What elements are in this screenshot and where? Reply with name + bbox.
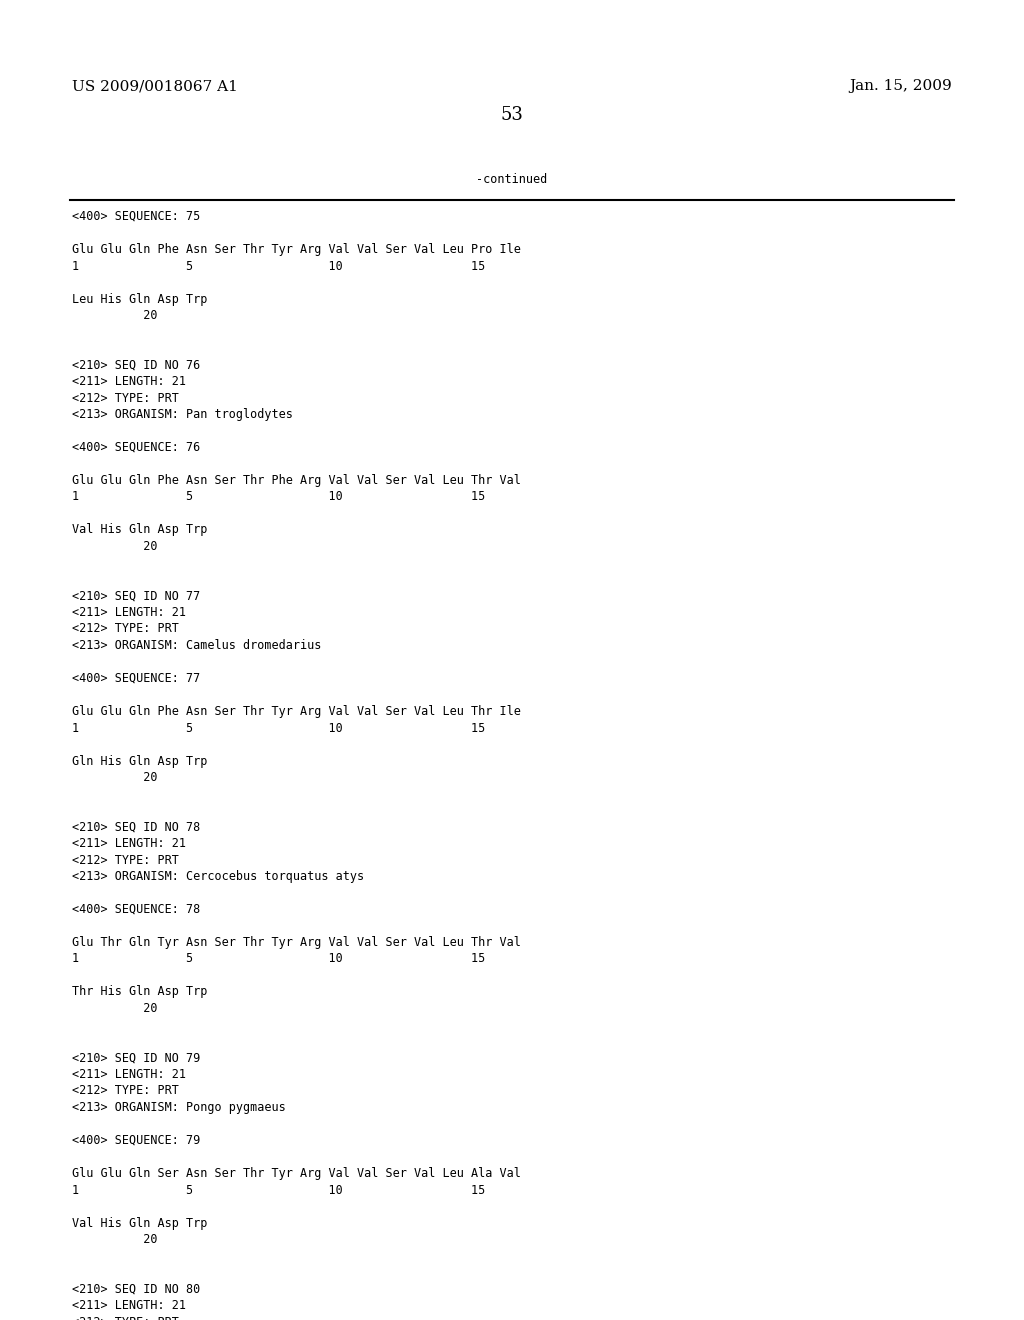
Text: <210> SEQ ID NO 78: <210> SEQ ID NO 78	[72, 821, 201, 833]
Text: Glu Glu Gln Ser Asn Ser Thr Tyr Arg Val Val Ser Val Leu Ala Val: Glu Glu Gln Ser Asn Ser Thr Tyr Arg Val …	[72, 1167, 521, 1180]
Text: Glu Glu Gln Phe Asn Ser Thr Tyr Arg Val Val Ser Val Leu Thr Ile: Glu Glu Gln Phe Asn Ser Thr Tyr Arg Val …	[72, 705, 521, 718]
Text: <400> SEQUENCE: 79: <400> SEQUENCE: 79	[72, 1134, 201, 1147]
Text: 20: 20	[72, 771, 158, 784]
Text: <400> SEQUENCE: 77: <400> SEQUENCE: 77	[72, 672, 201, 685]
Text: Leu His Gln Asp Trp: Leu His Gln Asp Trp	[72, 293, 208, 305]
Text: <210> SEQ ID NO 76: <210> SEQ ID NO 76	[72, 359, 201, 371]
Text: 20: 20	[72, 1002, 158, 1015]
Text: 1               5                   10                  15: 1 5 10 15	[72, 260, 485, 272]
Text: Val His Gln Asp Trp: Val His Gln Asp Trp	[72, 1217, 208, 1229]
Text: Gln His Gln Asp Trp: Gln His Gln Asp Trp	[72, 755, 208, 767]
Text: 20: 20	[72, 540, 158, 553]
Text: <213> ORGANISM: Pan troglodytes: <213> ORGANISM: Pan troglodytes	[72, 408, 293, 421]
Text: <210> SEQ ID NO 79: <210> SEQ ID NO 79	[72, 1052, 201, 1064]
Text: <213> ORGANISM: Cercocebus torquatus atys: <213> ORGANISM: Cercocebus torquatus aty…	[72, 870, 365, 883]
Text: Thr His Gln Asp Trp: Thr His Gln Asp Trp	[72, 986, 208, 998]
Text: Glu Thr Gln Tyr Asn Ser Thr Tyr Arg Val Val Ser Val Leu Thr Val: Glu Thr Gln Tyr Asn Ser Thr Tyr Arg Val …	[72, 936, 521, 949]
Text: <210> SEQ ID NO 77: <210> SEQ ID NO 77	[72, 590, 201, 602]
Text: <213> ORGANISM: Pongo pygmaeus: <213> ORGANISM: Pongo pygmaeus	[72, 1101, 286, 1114]
Text: <211> LENGTH: 21: <211> LENGTH: 21	[72, 837, 186, 850]
Text: <211> LENGTH: 21: <211> LENGTH: 21	[72, 1068, 186, 1081]
Text: 20: 20	[72, 1233, 158, 1246]
Text: <210> SEQ ID NO 80: <210> SEQ ID NO 80	[72, 1283, 201, 1295]
Text: <211> LENGTH: 21: <211> LENGTH: 21	[72, 1299, 186, 1312]
Text: US 2009/0018067 A1: US 2009/0018067 A1	[72, 79, 238, 92]
Text: <400> SEQUENCE: 78: <400> SEQUENCE: 78	[72, 903, 201, 916]
Text: <212> TYPE: PRT: <212> TYPE: PRT	[72, 1085, 179, 1097]
Text: <212> TYPE: PRT: <212> TYPE: PRT	[72, 1316, 179, 1320]
Text: 1               5                   10                  15: 1 5 10 15	[72, 953, 485, 965]
Text: <400> SEQUENCE: 76: <400> SEQUENCE: 76	[72, 441, 201, 454]
Text: <212> TYPE: PRT: <212> TYPE: PRT	[72, 392, 179, 404]
Text: 1               5                   10                  15: 1 5 10 15	[72, 722, 485, 734]
Text: 20: 20	[72, 309, 158, 322]
Text: <212> TYPE: PRT: <212> TYPE: PRT	[72, 854, 179, 866]
Text: Glu Glu Gln Phe Asn Ser Thr Phe Arg Val Val Ser Val Leu Thr Val: Glu Glu Gln Phe Asn Ser Thr Phe Arg Val …	[72, 474, 521, 487]
Text: -continued: -continued	[476, 173, 548, 186]
Text: 53: 53	[501, 106, 523, 124]
Text: 1               5                   10                  15: 1 5 10 15	[72, 491, 485, 503]
Text: <400> SEQUENCE: 75: <400> SEQUENCE: 75	[72, 210, 201, 223]
Text: <213> ORGANISM: Camelus dromedarius: <213> ORGANISM: Camelus dromedarius	[72, 639, 322, 652]
Text: <212> TYPE: PRT: <212> TYPE: PRT	[72, 623, 179, 635]
Text: <211> LENGTH: 21: <211> LENGTH: 21	[72, 606, 186, 619]
Text: Val His Gln Asp Trp: Val His Gln Asp Trp	[72, 524, 208, 536]
Text: Jan. 15, 2009: Jan. 15, 2009	[849, 79, 952, 92]
Text: 1               5                   10                  15: 1 5 10 15	[72, 1184, 485, 1196]
Text: <211> LENGTH: 21: <211> LENGTH: 21	[72, 375, 186, 388]
Text: Glu Glu Gln Phe Asn Ser Thr Tyr Arg Val Val Ser Val Leu Pro Ile: Glu Glu Gln Phe Asn Ser Thr Tyr Arg Val …	[72, 243, 521, 256]
